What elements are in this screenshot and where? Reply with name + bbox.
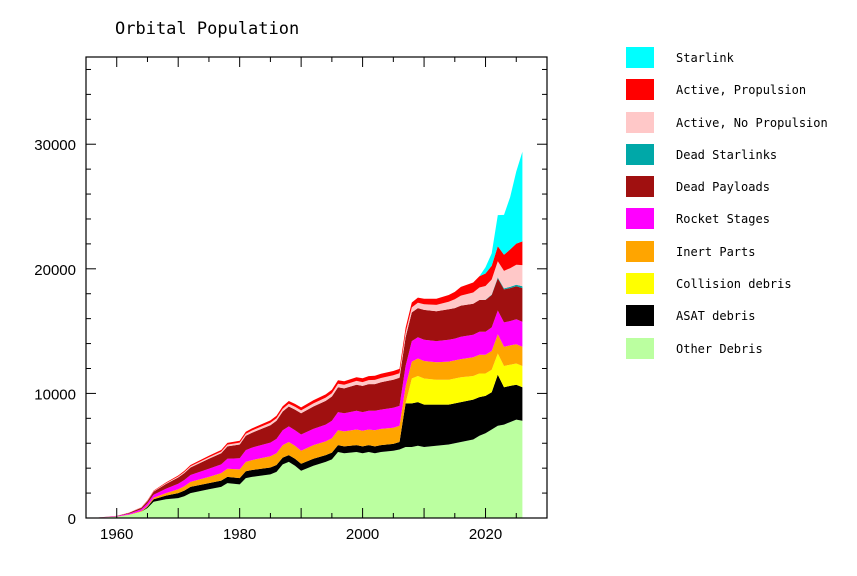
legend-label: Dead Payloads — [676, 180, 770, 195]
legend-label: Inert Parts — [676, 244, 756, 259]
legend-label: Starlink — [676, 51, 734, 65]
legend-label: Other Debris — [676, 341, 763, 356]
y-tick-label: 20000 — [34, 262, 76, 279]
area-series-0 — [98, 419, 523, 518]
chart-title: Orbital Population — [115, 19, 299, 39]
legend-swatch — [626, 273, 654, 295]
legend-swatch — [626, 79, 654, 101]
legend-swatch — [626, 176, 654, 198]
legend-label: Collision debris — [676, 277, 792, 292]
legend-swatch — [626, 111, 654, 133]
area-series-2 — [98, 353, 523, 518]
area-series-1 — [98, 374, 523, 518]
legend-swatch — [626, 47, 654, 68]
axis-ticks — [86, 57, 547, 519]
x-tick-label: 2020 — [469, 526, 502, 543]
legend-swatch — [626, 337, 654, 359]
y-tick-label: 0 — [68, 511, 76, 528]
legend-label: Active, Propulsion — [676, 83, 807, 98]
legend-label: ASAT debris — [676, 309, 756, 324]
legend-swatch — [626, 305, 654, 327]
x-tick-label: 1980 — [223, 526, 256, 543]
stacked-areas — [98, 151, 523, 518]
axis-tick-labels: 1960 1980 2000 2020 0 10000 20000 30000 — [34, 137, 502, 543]
y-tick-label: 10000 — [34, 386, 76, 403]
legend-label: Active, No Propulsion — [676, 115, 828, 130]
x-tick-label: 1960 — [100, 526, 133, 543]
legend-label: Dead Starlinks — [676, 147, 778, 162]
y-tick-label: 30000 — [34, 137, 76, 154]
legend-swatch — [626, 240, 654, 262]
legend-swatch — [626, 143, 654, 165]
area-series-5 — [98, 278, 523, 518]
legend-swatch — [626, 208, 654, 230]
legend-label: Rocket Stages — [676, 212, 770, 227]
x-tick-label: 2000 — [346, 526, 379, 543]
plot-frame — [85, 56, 548, 519]
